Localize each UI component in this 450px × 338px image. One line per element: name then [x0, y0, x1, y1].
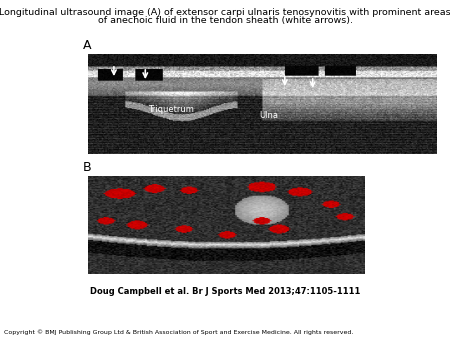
Text: BJSM: BJSM — [391, 313, 426, 326]
Text: of anechoic fluid in the tendon sheath (white arrows).: of anechoic fluid in the tendon sheath (… — [98, 16, 352, 25]
Text: A: A — [83, 40, 92, 52]
Text: Longitudinal ultrasound image (A) of extensor carpi ulnaris tenosynovitis with p: Longitudinal ultrasound image (A) of ext… — [0, 8, 450, 18]
Text: Doug Campbell et al. Br J Sports Med 2013;47:1105-1111: Doug Campbell et al. Br J Sports Med 201… — [90, 287, 360, 296]
Text: Ulna: Ulna — [260, 112, 279, 120]
Text: Copyright © BMJ Publishing Group Ltd & British Association of Sport and Exercise: Copyright © BMJ Publishing Group Ltd & B… — [4, 329, 354, 335]
Text: B: B — [83, 161, 92, 174]
Text: Triquetrum: Triquetrum — [148, 105, 194, 115]
